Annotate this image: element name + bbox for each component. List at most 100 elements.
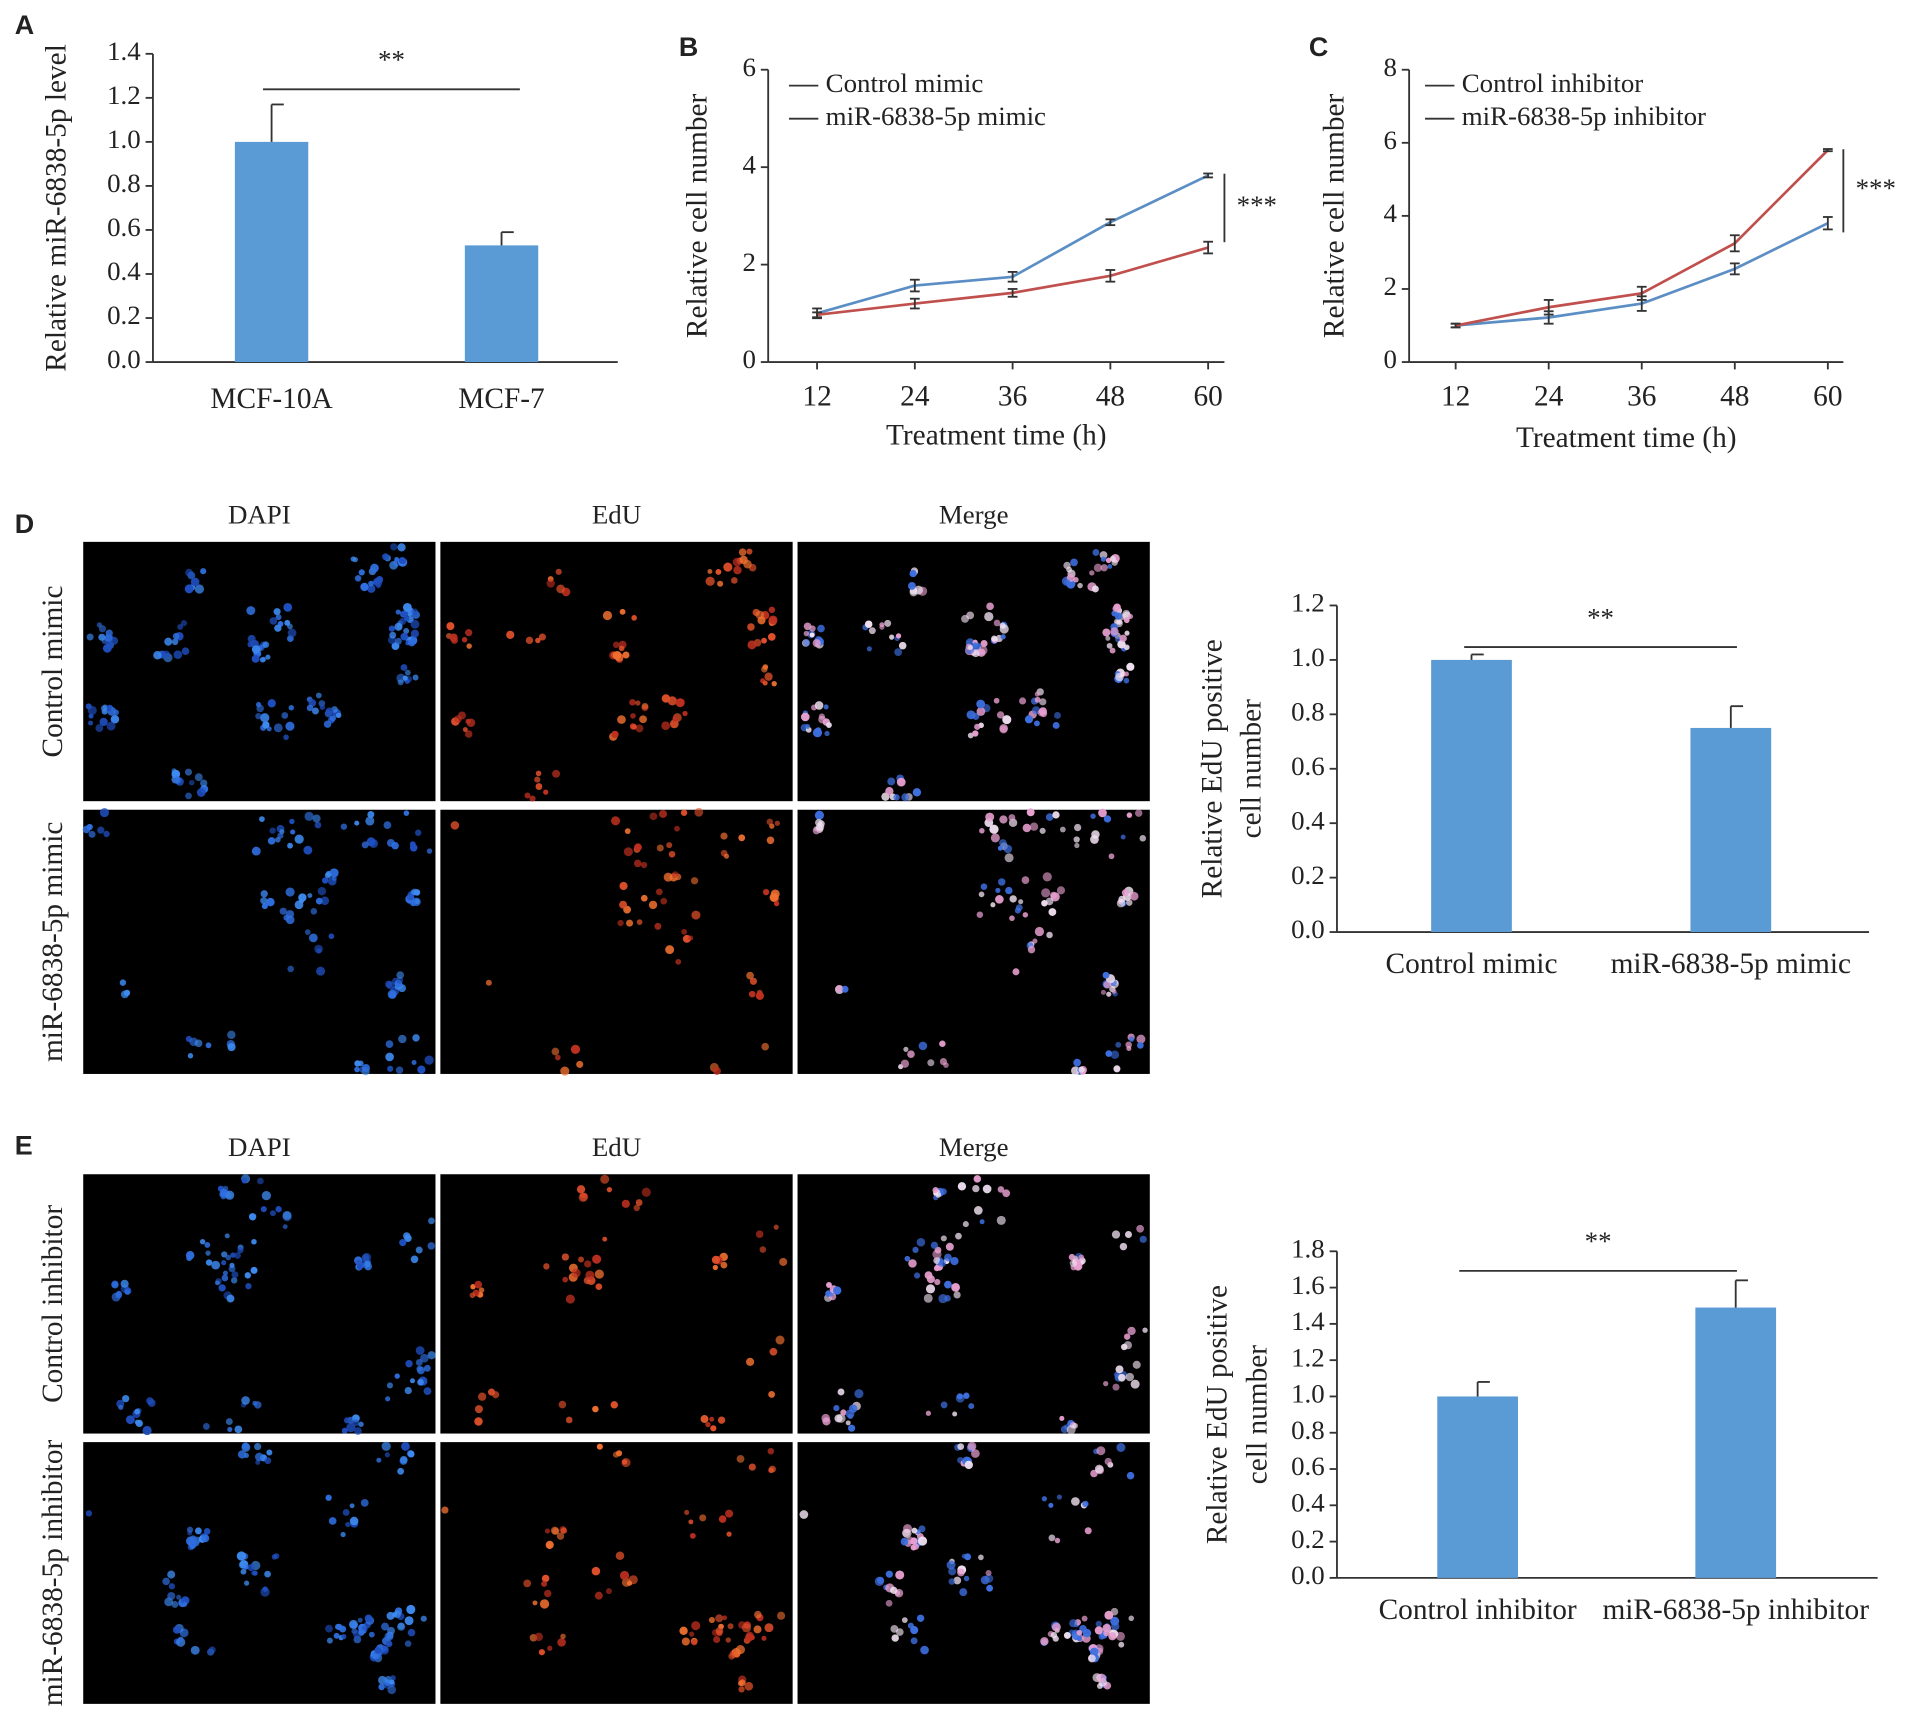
cell [912,788,922,797]
cell [1125,1041,1133,1049]
cell [378,1683,385,1691]
cell [287,628,297,638]
cell [815,727,822,734]
cell [466,643,472,649]
cell [358,569,365,576]
cell [368,1631,375,1638]
cell [386,1382,394,1389]
cell [354,820,360,826]
cell [718,1515,727,1523]
cell [885,1599,893,1607]
cell [1104,1457,1112,1466]
micrograph-background [440,1442,793,1704]
cell [237,1247,244,1254]
micrograph [82,808,436,1076]
cell [106,721,116,731]
cell [270,1210,276,1217]
cell [390,543,398,551]
cell [539,1599,550,1609]
cell [619,608,626,615]
cell [630,713,636,719]
cell [901,1617,908,1623]
cell [190,577,200,587]
cell [417,1378,424,1386]
cell [978,891,985,898]
cell [967,644,974,651]
y-tick-label: 0.4 [1291,805,1325,835]
cell [768,615,778,625]
cell [640,894,648,902]
cell [1022,912,1029,918]
cell [177,623,184,630]
cell [621,1199,630,1208]
cell [257,1177,264,1185]
cell [96,622,103,628]
cell [386,981,395,990]
cell [571,1268,581,1278]
cell [397,543,406,552]
cell [800,712,810,722]
cell [1052,1635,1059,1642]
cell [474,1280,483,1289]
cell [1092,549,1100,556]
cell [1077,582,1083,589]
cell [168,1583,175,1590]
cell [709,1416,715,1422]
cell [469,1292,476,1299]
cell [755,1230,764,1238]
cell [976,911,984,918]
cell [932,1187,939,1194]
micrograph-background [440,541,793,802]
cell [989,824,999,834]
cell [403,810,410,816]
cell [283,914,290,921]
cell [660,897,668,905]
cell [895,633,902,639]
cell [229,1262,235,1268]
cell [401,610,409,617]
cell [912,1246,919,1254]
cell [231,1271,239,1279]
cell [950,1256,959,1266]
image-column-label: DAPI [228,1132,291,1162]
panel-label: B [679,32,698,62]
cell [545,1540,554,1549]
y-tick-label: 4 [1383,198,1397,228]
micrograph [797,1441,1150,1704]
cell [916,1614,925,1622]
bar [464,245,539,363]
cell [985,1569,992,1576]
cell [250,1266,258,1274]
cell [153,650,162,660]
x-tick-label: 12 [802,380,831,412]
cell [910,1537,918,1545]
cell [234,1425,243,1434]
cell [134,1408,141,1415]
cell [893,794,900,801]
image-column-label: EdU [592,1132,641,1162]
cell [414,829,422,836]
y-tick-label: 4 [743,149,757,179]
legend-label: miR-6838-5p mimic [826,101,1046,131]
cell [688,935,694,941]
cell [817,624,825,633]
cell [837,1388,845,1396]
cell [201,1534,210,1543]
cell [404,1616,414,1626]
cell [247,1564,255,1572]
cell [636,919,643,926]
cell [200,568,207,575]
cell [1114,612,1123,620]
cell [391,841,399,850]
cell [417,1065,426,1074]
cell [427,1242,435,1250]
cell [1039,827,1046,834]
cell [485,979,492,986]
cell [402,675,408,681]
cell [916,1237,926,1247]
cell [633,859,642,868]
cell [978,645,988,655]
cell [727,1623,734,1630]
cell [707,569,713,574]
